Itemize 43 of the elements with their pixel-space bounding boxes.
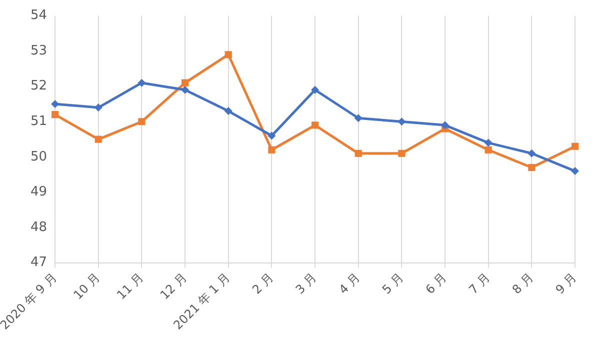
point <box>398 150 406 157</box>
point <box>528 149 536 158</box>
y-tick-label: 48 <box>30 220 48 235</box>
point <box>311 86 320 94</box>
point <box>354 150 362 157</box>
x-tick-label: 5 月 <box>380 270 406 297</box>
point <box>571 167 579 176</box>
x-tick-label: 11 月 <box>114 270 146 302</box>
point <box>138 78 146 87</box>
point <box>398 118 406 126</box>
point <box>182 79 189 86</box>
point <box>528 164 536 172</box>
point <box>354 114 362 122</box>
point <box>52 111 59 118</box>
point <box>441 121 450 130</box>
x-tick-label: 7 月 <box>466 270 493 297</box>
x-tick-label: 6 月 <box>422 270 450 297</box>
point <box>94 104 102 112</box>
point <box>224 51 232 58</box>
point <box>268 146 276 154</box>
y-tick-label: 50 <box>30 149 48 164</box>
point <box>224 107 232 116</box>
x-tick-label: 8 月 <box>510 270 536 297</box>
y-tick-label: 51 <box>30 114 48 130</box>
point <box>571 142 579 150</box>
point <box>311 122 319 129</box>
point <box>181 86 190 94</box>
point <box>484 138 492 147</box>
point <box>138 118 146 126</box>
x-tick-label: 9 月 <box>552 270 580 297</box>
x-tick-label: 10 月 <box>70 270 103 302</box>
point <box>94 136 102 143</box>
y-tick-label: 49 <box>30 184 48 200</box>
x-tick-label: 4 月 <box>336 270 363 297</box>
x-tick-label: 3 月 <box>292 270 320 297</box>
x-tick-label: 12 月 <box>157 270 190 302</box>
point <box>484 146 492 154</box>
point <box>268 132 276 140</box>
y-tick-label: 47 <box>30 255 48 270</box>
y-tick-label: 54 <box>30 8 48 24</box>
y-tick-label: 52 <box>30 78 48 94</box>
x-tick-label: 2 月 <box>250 270 276 297</box>
y-tick-label: 53 <box>30 43 48 58</box>
